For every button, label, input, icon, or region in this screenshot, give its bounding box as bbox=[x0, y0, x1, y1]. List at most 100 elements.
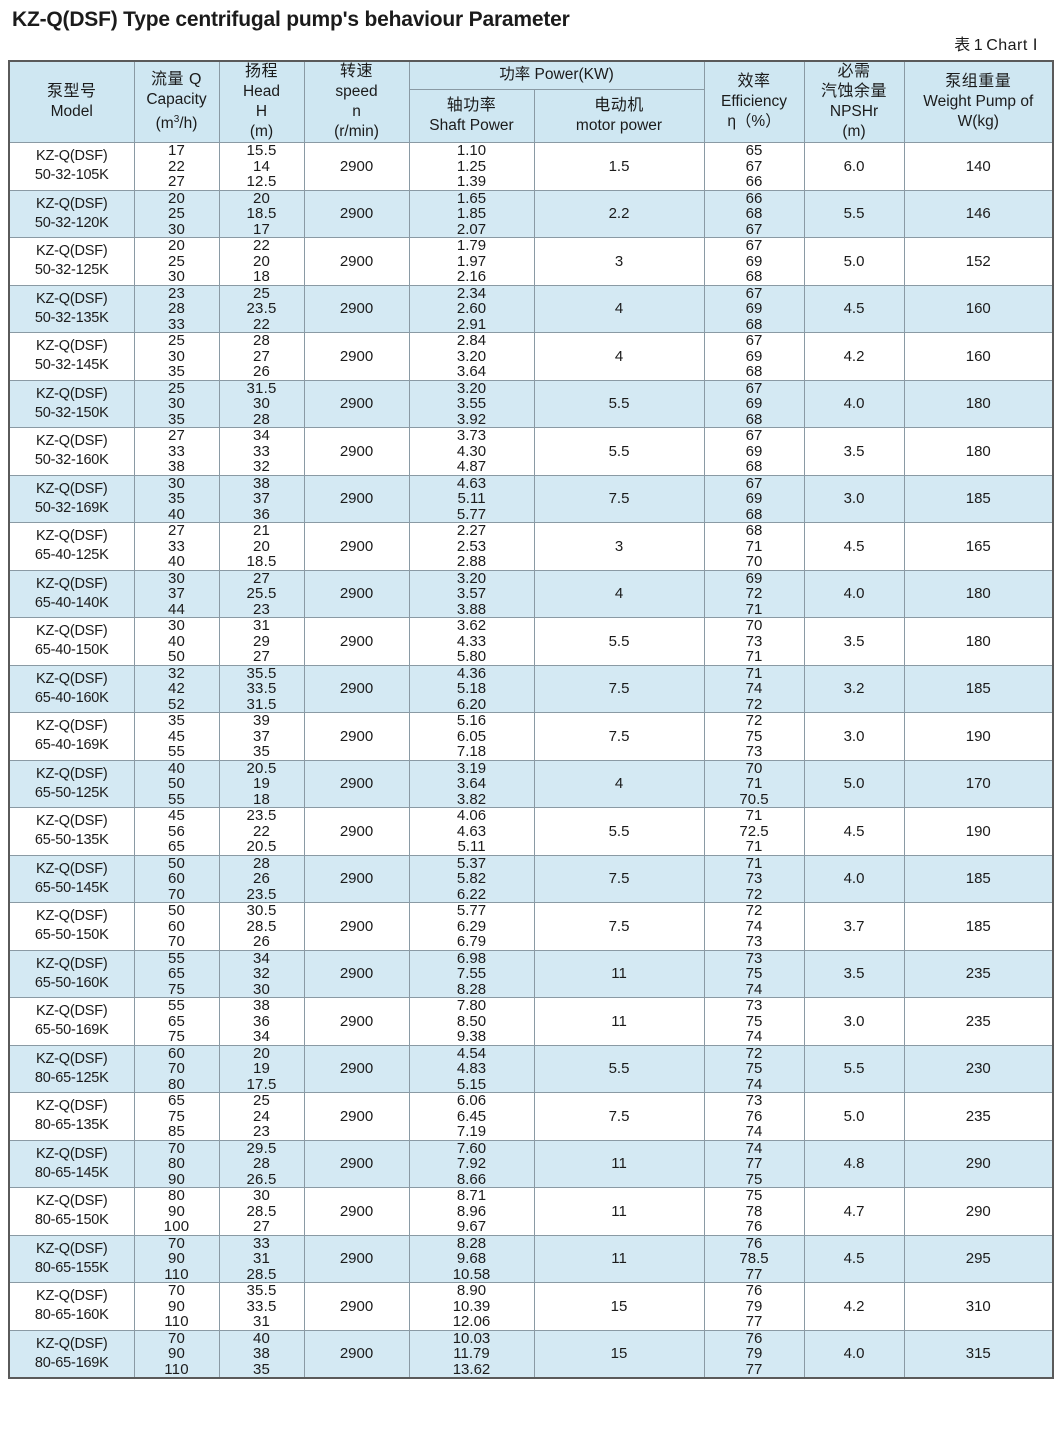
stack-efficiency-value: 68 bbox=[745, 458, 763, 475]
stack-shaft-power-value: 4.54 bbox=[456, 1044, 487, 1062]
header-npshr-cn1: 必需 bbox=[837, 63, 871, 80]
stack-h-value: 18 bbox=[252, 790, 271, 808]
stack-h-value: 28 bbox=[252, 332, 271, 349]
stack-q-value: 33 bbox=[167, 442, 186, 460]
model-line-1: KZ-Q(DSF) bbox=[36, 385, 108, 402]
stack-efficiency-value: 79 bbox=[745, 1345, 763, 1362]
stack-h-value: 26.5 bbox=[246, 1170, 277, 1188]
cell-speed: 2900 bbox=[303, 854, 410, 903]
cell-stack-efficiency: 67 69 68 bbox=[703, 284, 805, 333]
stack-h-value: 19 bbox=[252, 1060, 271, 1077]
stack-efficiency-value: 70 bbox=[745, 617, 763, 634]
stack-shaft-power-value: 3.64 bbox=[456, 363, 487, 380]
cell-weight: 146 bbox=[903, 189, 1054, 238]
model-line-1: KZ-Q(DSF) bbox=[36, 195, 108, 212]
stack-efficiency-value: 75 bbox=[745, 1012, 763, 1030]
cell-npshr: 3.0 bbox=[803, 712, 905, 761]
cell-model: KZ-Q(DSF) 80-65-145K bbox=[8, 1139, 135, 1188]
stack-q-value: 35 bbox=[167, 490, 186, 507]
stack-h-value: 15.5 bbox=[246, 142, 277, 159]
cell-stack-shaft-power: 4.63 5.11 5.77 bbox=[408, 474, 535, 523]
stack-h-value: 33 bbox=[252, 1234, 271, 1252]
stack-efficiency-value: 74 bbox=[745, 980, 763, 998]
stack-q-value: 30 bbox=[167, 569, 186, 587]
stack-shaft-power-value: 2.27 bbox=[456, 522, 487, 539]
model-line-2: 65-50-125K bbox=[34, 784, 109, 801]
cell-stack-h: 15.5 14 12.5 bbox=[218, 142, 305, 191]
cell-speed: 2900 bbox=[303, 1282, 410, 1331]
stack-q-value: 80 bbox=[167, 1155, 186, 1172]
cell-model: KZ-Q(DSF) 50-32-105K bbox=[8, 142, 135, 191]
stack-shaft-power-value: 5.77 bbox=[456, 505, 487, 523]
stack-shaft-power-value: 7.92 bbox=[456, 1155, 487, 1172]
stack-efficiency-value: 67 bbox=[745, 237, 763, 254]
model-line-1: KZ-Q(DSF) bbox=[36, 1050, 108, 1067]
caption-cn: 表 bbox=[954, 37, 971, 54]
cell-model: KZ-Q(DSF) 65-50-150K bbox=[8, 902, 135, 951]
stack-shaft-power-value: 2.88 bbox=[456, 553, 487, 570]
stack-shaft-power-value: 1.97 bbox=[456, 252, 487, 270]
stack-efficiency-value: 68 bbox=[745, 315, 763, 333]
stack-q-value: 25 bbox=[167, 252, 186, 270]
model-line-2: 80-65-155K bbox=[34, 1259, 109, 1276]
cell-stack-q: 60 70 80 bbox=[133, 1044, 220, 1093]
cell-npshr: 5.0 bbox=[803, 759, 905, 808]
cell-weight: 140 bbox=[903, 142, 1054, 191]
cell-npshr: 4.2 bbox=[803, 332, 905, 381]
cell-motor-power: 4 bbox=[533, 569, 705, 618]
table-row: KZ-Q(DSF) 80-65-145K 70 80 90 29.5 28 26.5 2900 7… bbox=[8, 1139, 1054, 1188]
stack-h-value: 35 bbox=[252, 1360, 271, 1378]
cell-speed: 2900 bbox=[303, 474, 410, 523]
cell-stack-q: 25 30 35 bbox=[133, 379, 220, 428]
cell-stack-h: 25 24 23 bbox=[218, 1092, 305, 1141]
table-row: KZ-Q(DSF) 50-32-135K 23 28 33 25 23.5 22 2900 2.3… bbox=[8, 284, 1054, 333]
cell-stack-shaft-power: 8.28 9.68 10.58 bbox=[408, 1234, 535, 1283]
cell-speed: 2900 bbox=[303, 522, 410, 571]
cell-stack-shaft-power: 2.34 2.60 2.91 bbox=[408, 284, 535, 333]
cell-model: KZ-Q(DSF) 65-50-160K bbox=[8, 949, 135, 998]
stack-efficiency-value: 73 bbox=[745, 949, 763, 967]
cell-speed: 2900 bbox=[303, 1234, 410, 1283]
cell-model: KZ-Q(DSF) 65-40-169K bbox=[8, 712, 135, 761]
stack-efficiency-value: 73 bbox=[745, 1092, 763, 1109]
model-line-1: KZ-Q(DSF) bbox=[36, 1288, 108, 1305]
cell-stack-shaft-power: 5.16 6.05 7.18 bbox=[408, 712, 535, 761]
stack-efficiency-value: 66 bbox=[745, 173, 763, 190]
model-line-1: KZ-Q(DSF) bbox=[36, 1098, 108, 1115]
stack-h-value: 35 bbox=[252, 743, 271, 760]
stack-h-value: 28 bbox=[252, 854, 271, 872]
stack-shaft-power-value: 7.60 bbox=[456, 1139, 487, 1157]
header-weight-en: Weight Pump of bbox=[923, 93, 1034, 110]
table-row: KZ-Q(DSF) 50-32-150K 25 30 35 31.5 30 28 2900 3.2… bbox=[8, 379, 1054, 428]
cell-npshr: 3.0 bbox=[803, 997, 905, 1046]
table-row: KZ-Q(DSF) 65-50-169K 55 65 75 38 36 34 2900 7.80 8… bbox=[8, 997, 1054, 1046]
stack-q-value: 40 bbox=[167, 553, 186, 570]
stack-efficiency-value: 72 bbox=[745, 1044, 763, 1062]
stack-q-value: 38 bbox=[167, 458, 186, 475]
stack-efficiency-value: 74 bbox=[745, 1075, 763, 1093]
stack-q-value: 30 bbox=[167, 395, 186, 412]
cell-npshr: 3.7 bbox=[803, 902, 905, 951]
cell-npshr: 3.5 bbox=[803, 949, 905, 998]
header-motor-power-cn: 电动机 bbox=[594, 96, 644, 114]
cell-stack-shaft-power: 1.65 1.85 2.07 bbox=[408, 189, 535, 238]
cell-stack-q: 35 45 55 bbox=[133, 712, 220, 761]
cell-motor-power: 7.5 bbox=[533, 854, 705, 903]
cell-stack-q: 17 22 27 bbox=[133, 142, 220, 191]
stack-shaft-power-value: 12.06 bbox=[452, 1313, 491, 1330]
cell-stack-h: 38 37 36 bbox=[218, 474, 305, 523]
stack-h-value: 28.5 bbox=[246, 1265, 277, 1283]
cell-stack-q: 40 50 55 bbox=[133, 759, 220, 808]
table-row: KZ-Q(DSF) 65-40-125K 27 33 40 21 20 18.5 2900 2.2… bbox=[8, 522, 1054, 571]
stack-shaft-power-value: 4.30 bbox=[456, 442, 487, 460]
cell-stack-efficiency: 70 71 70.5 bbox=[703, 759, 805, 808]
model-line-2: 50-32-125K bbox=[34, 262, 109, 279]
header-speed: 转速 speed n (r/min) bbox=[303, 60, 410, 143]
stack-h-value: 31 bbox=[252, 1313, 271, 1330]
cell-stack-h: 28 26 23.5 bbox=[218, 854, 305, 903]
stack-shaft-power-value: 2.34 bbox=[456, 284, 487, 302]
cell-stack-h: 25 23.5 22 bbox=[218, 284, 305, 333]
table-row: KZ-Q(DSF) 65-50-125K 40 50 55 20.5 19 18 2900 3.1… bbox=[8, 759, 1054, 808]
stack-q-value: 37 bbox=[167, 585, 186, 602]
